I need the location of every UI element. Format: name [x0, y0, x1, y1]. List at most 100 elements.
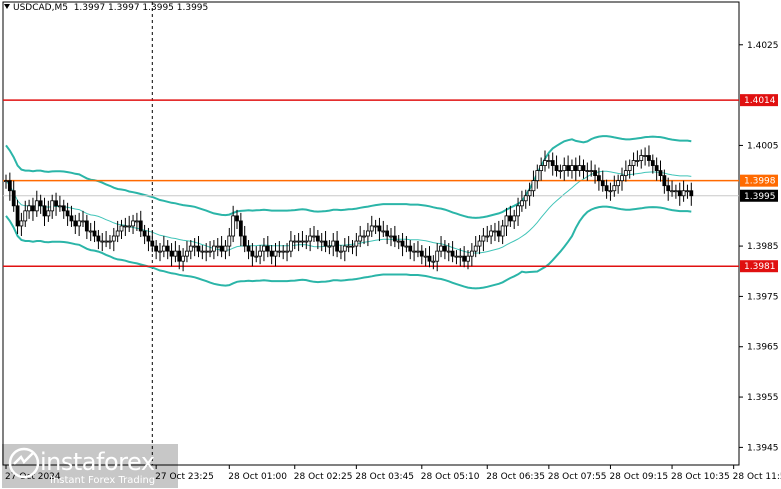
candle-body — [258, 250, 263, 257]
candle-body — [546, 160, 551, 162]
candle-body — [600, 180, 605, 187]
candle-body — [81, 220, 85, 223]
level-price-label: 1.3981 — [744, 262, 776, 272]
level-price-tag — [740, 94, 778, 107]
candle-body — [134, 220, 139, 223]
logo-background — [2, 444, 178, 488]
candle-body — [658, 170, 663, 177]
candle-body — [562, 165, 567, 171]
candle-body — [119, 225, 124, 232]
candle-body — [304, 240, 309, 243]
candle-body — [42, 205, 47, 217]
candle-body — [677, 190, 682, 197]
candle-body — [685, 190, 690, 193]
candle-body — [227, 235, 232, 247]
candle-body — [543, 160, 547, 166]
candle-body — [577, 165, 582, 171]
candle-body — [262, 245, 266, 252]
candle-body — [531, 180, 536, 192]
candle-body — [674, 190, 678, 193]
candle-body — [108, 240, 112, 243]
candle-body — [593, 170, 597, 177]
candle-body — [462, 255, 467, 262]
lower-band-line — [5, 205, 692, 290]
candle-body — [204, 250, 209, 253]
candle-body — [566, 165, 570, 171]
candle-body — [358, 235, 363, 242]
candle-body — [308, 235, 313, 242]
candle-body — [265, 245, 270, 252]
candle-body — [219, 245, 224, 252]
upper-band-line — [5, 135, 692, 219]
candle-body — [327, 245, 332, 248]
candle-body — [581, 165, 586, 171]
level-price-tag — [740, 174, 778, 187]
candle-body — [396, 240, 401, 243]
x-tick-label: 27 Oct 23:25 — [155, 472, 214, 482]
candle-body — [573, 165, 578, 171]
candle-body — [670, 190, 674, 193]
y-tick-label: 1.3985 — [747, 242, 779, 252]
candle-body — [450, 250, 455, 257]
candle-body — [123, 225, 128, 228]
level-price-tag — [740, 260, 778, 273]
candle-body — [296, 240, 301, 243]
candle-body — [466, 255, 470, 262]
candle-body — [104, 240, 108, 243]
candle-body — [647, 155, 651, 161]
candle-body — [608, 190, 613, 193]
candle-body — [211, 245, 216, 252]
candle-body — [520, 200, 524, 207]
x-tick-label: 27 Oct 2024 — [5, 472, 61, 482]
candle-body — [442, 245, 447, 252]
candle-body — [354, 240, 359, 247]
candle-body — [200, 250, 205, 253]
x-tick-label: 28 Oct 02:25 — [294, 472, 353, 482]
candle-body — [493, 230, 497, 233]
candle-body — [662, 175, 667, 187]
candle-body — [408, 245, 413, 252]
candle-body — [527, 190, 532, 197]
candle-body — [312, 235, 316, 238]
candle-body — [46, 210, 51, 217]
candle-body — [570, 165, 574, 171]
candle-body — [188, 245, 193, 252]
candle-body — [23, 210, 28, 222]
candle-body — [500, 225, 505, 237]
candle-body — [346, 245, 351, 248]
candle-body — [689, 190, 694, 197]
candle-body — [508, 215, 513, 222]
candle-body — [111, 235, 116, 242]
candle-body — [208, 250, 212, 253]
candle-body — [96, 235, 101, 242]
y-tick-label: 1.3965 — [747, 343, 779, 353]
candle-body — [604, 185, 609, 192]
candle-body — [231, 215, 236, 237]
logo-wordmark: instaforex — [40, 448, 155, 476]
candle-body — [185, 250, 189, 257]
candle-body — [620, 175, 624, 182]
level-price-label: 1.3998 — [744, 177, 776, 187]
candle-body — [481, 235, 486, 242]
x-tick-label: 28 Oct 11:55 — [733, 472, 781, 482]
candle-body — [4, 180, 8, 183]
candle-body — [288, 240, 293, 252]
candle-body — [65, 210, 70, 217]
candle-body — [416, 250, 420, 253]
candle-body — [516, 205, 520, 217]
candle-body — [427, 255, 432, 262]
candle-body — [585, 170, 590, 172]
candle-body — [469, 250, 474, 257]
candle-body — [15, 205, 20, 227]
candle-body — [54, 200, 58, 207]
candle-body — [666, 185, 671, 192]
candle-body — [350, 245, 355, 248]
candle-body — [612, 185, 617, 192]
symbol-label: USDCAD,M5 — [13, 3, 68, 13]
candle-body — [277, 250, 282, 253]
current-price-tag — [740, 189, 778, 202]
candle-body — [389, 235, 393, 238]
candle-body — [319, 240, 324, 243]
candle-body — [558, 170, 563, 172]
